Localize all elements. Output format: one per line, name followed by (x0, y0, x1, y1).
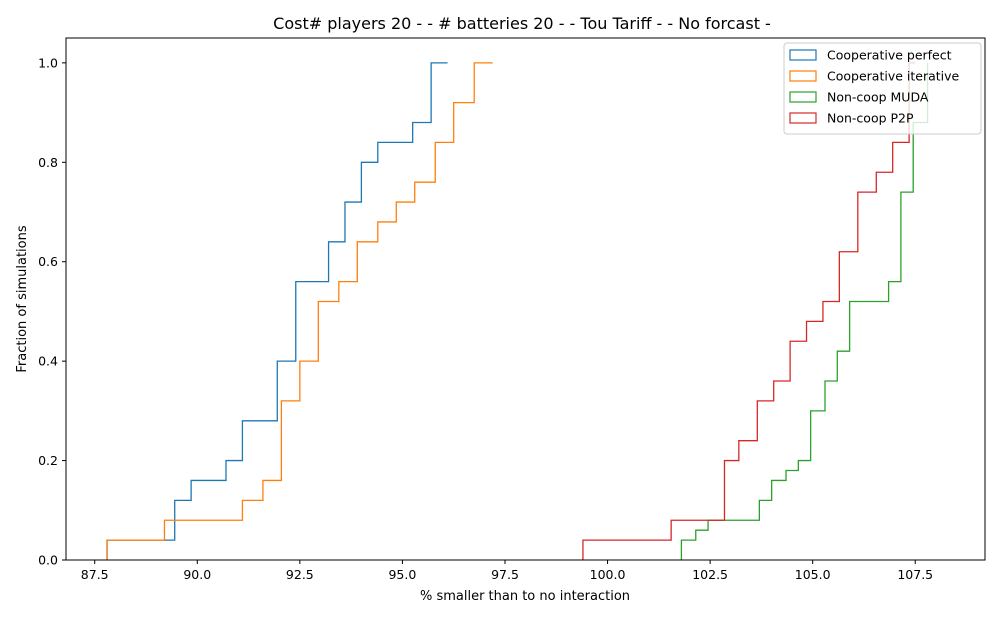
series-layer (106, 62, 929, 560)
y-tick-label: 0.8 (38, 155, 58, 170)
y-axis-label: Fraction of simulations (15, 225, 30, 372)
series-line-1 (106, 62, 448, 560)
x-tick-label: 100.0 (590, 567, 626, 582)
y-tick-label: 1.0 (38, 55, 58, 70)
legend-label: Non-coop MUDA (827, 90, 929, 105)
series-line-2 (106, 62, 493, 560)
legend-swatch (789, 70, 817, 82)
legend-swatch (789, 49, 817, 61)
series-line-4 (582, 62, 916, 560)
legend-box (783, 42, 982, 135)
plot-area-frame (65, 37, 986, 561)
x-tick-label: 92.5 (286, 567, 314, 582)
x-tick-label: 97.5 (491, 567, 519, 582)
x-tick-label: 102.5 (692, 567, 728, 582)
x-axis-label: % smaller than to no interaction (420, 589, 630, 604)
legend-label: Non-coop P2P (827, 111, 914, 126)
x-tick-label: 107.5 (897, 567, 933, 582)
series-line-3 (680, 62, 929, 560)
legend: Cooperative perfect Cooperative iterative… (783, 42, 982, 135)
x-tick-label: 87.5 (81, 567, 109, 582)
x-tick-label: 90.0 (183, 567, 211, 582)
y-tick-label: 0.4 (38, 354, 58, 369)
chart-title: Cost# players 20 - - # batteries 20 - - … (273, 14, 771, 33)
y-tick-label: 0.0 (38, 553, 58, 568)
x-tick-label: 95.0 (388, 567, 416, 582)
x-tick-label: 105.0 (795, 567, 831, 582)
y-tick-label: 0.6 (38, 254, 58, 269)
legend-label: Cooperative perfect (827, 48, 952, 63)
legend-swatch (789, 112, 817, 124)
x-axis: 87.5 90.0 92.5 95.0 97.5 100.0 102.5 105.0 107.5 (81, 560, 933, 582)
y-axis: 0.0 0.2 0.4 0.6 0.8 1.0 (38, 55, 66, 568)
y-tick-label: 0.2 (38, 453, 58, 468)
legend-swatch (789, 91, 817, 103)
legend-label: Cooperative iterative (827, 69, 960, 84)
